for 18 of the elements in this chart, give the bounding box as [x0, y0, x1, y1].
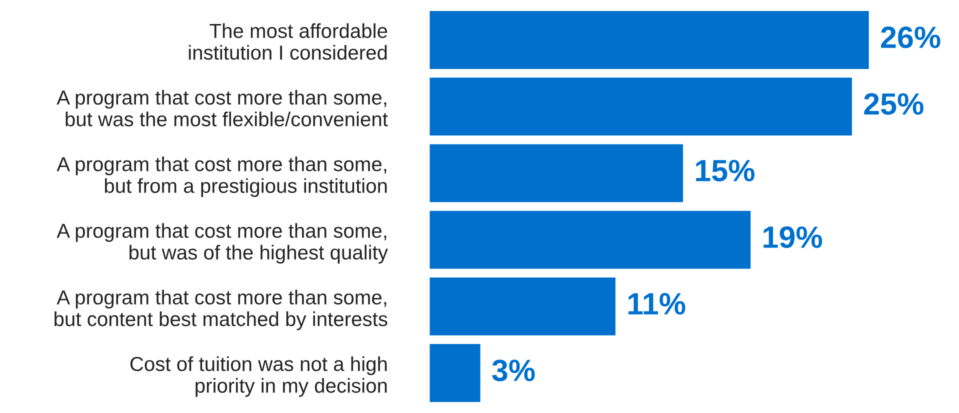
bar [430, 210, 751, 269]
y-tick-label: A program that cost more than some, but was the most flexible/convenient [56, 90, 388, 126]
y-tick-label: The most affordable institution I considered [188, 23, 388, 60]
data-label: 26% [881, 26, 940, 48]
bar [430, 78, 852, 136]
data-label: 25% [864, 93, 924, 115]
y-tick-label: Cost of tuition was not a high priority in my decision [130, 356, 387, 397]
y-tick-label: A program that cost more than some, but from a prestigious institution [56, 156, 387, 197]
data-label: 19% [764, 226, 822, 248]
bar [430, 277, 616, 336]
bar [430, 144, 684, 202]
data-label: 3% [492, 360, 535, 382]
data-label: 15% [696, 160, 754, 182]
data-label: 11% [628, 293, 686, 315]
bar [430, 10, 869, 69]
bar [430, 344, 480, 402]
y-tick-label: A program that cost more than some, but content best matched by interests [54, 290, 388, 330]
y-tick-label: A program that cost more than some, but was of the highest quality [56, 223, 388, 264]
